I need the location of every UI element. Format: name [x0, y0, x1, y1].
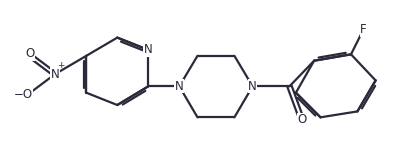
Text: −O: −O	[13, 88, 32, 101]
Text: N: N	[248, 80, 257, 93]
Text: F: F	[360, 23, 367, 36]
Text: +: +	[57, 61, 65, 70]
Text: N: N	[144, 43, 153, 56]
Text: O: O	[297, 113, 307, 126]
Text: N: N	[175, 80, 184, 93]
Text: N: N	[51, 68, 59, 81]
Text: O: O	[26, 47, 35, 60]
